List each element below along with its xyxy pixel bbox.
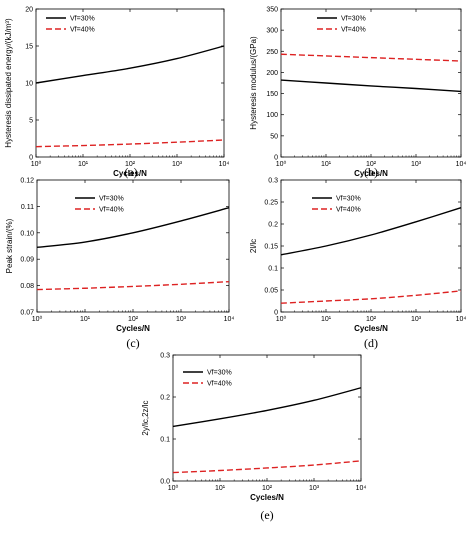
series-line-vf30	[35, 45, 225, 84]
y-tick-label: 100	[266, 112, 278, 119]
y-tick-label: 0.25	[264, 200, 278, 207]
series-line-vf30	[36, 207, 230, 249]
chart-panel-5: 10⁰ 10¹ 10² 10³ 10⁴ 0.0 0.1 0.2 0.3 Cycles/N 2y/lc…	[141, 353, 366, 523]
y-tick-label: 0.08	[20, 283, 34, 290]
panel-label: (d)	[364, 336, 378, 350]
y-axis-label: Hysteresis dissipated energy/(kJ/m³)	[4, 18, 13, 148]
x-tick-label: 10¹	[321, 161, 332, 168]
x-tick-label: 10⁴	[356, 485, 367, 492]
chart-panel-4: 10⁰ 10¹ 10² 10³ 10⁴ 0 0.05 0.1 0.15 0.2 0.25 0.3 Cyc…	[249, 178, 466, 351]
panel-label: (c)	[126, 336, 139, 350]
panel-label: (a)	[124, 165, 137, 179]
x-tick-label: 10⁰	[276, 160, 287, 168]
legend-label: Vf=30%	[70, 16, 95, 23]
x-tick-label: 10³	[309, 485, 320, 492]
y-tick-label: 250	[266, 49, 278, 56]
x-tick-label: 10³	[411, 161, 422, 168]
y-axis-label: Peak strain/(%)	[5, 218, 14, 273]
x-tick-label: 10²	[262, 485, 273, 492]
panels: 10⁰ 10¹ 10² 10³ 10⁴ 0 5 10 15 20 Cycles/N Hysteresi…	[4, 7, 466, 523]
y-tick-label: 200	[266, 70, 278, 77]
y-tick-label: 0.3	[268, 178, 278, 185]
y-tick-label: 50	[270, 133, 278, 140]
series-line-vf30	[280, 207, 462, 256]
y-tick-label: 350	[266, 7, 278, 14]
y-tick-label: 0.0	[160, 479, 170, 486]
series-line-vf40	[280, 290, 462, 304]
y-tick-label: 0	[274, 310, 278, 317]
y-tick-label: 0.1	[160, 437, 170, 444]
legend-label: Vf=40%	[207, 381, 232, 388]
y-tick-label: 0.15	[264, 244, 278, 251]
y-tick-label: 15	[25, 44, 33, 51]
x-axis-label: Cycles/N	[250, 493, 284, 502]
series-line-vf30	[172, 387, 362, 428]
x-tick-label: 10¹	[78, 161, 89, 168]
x-tick-label: 10³	[176, 316, 187, 323]
x-tick-label: 10³	[172, 161, 183, 168]
x-tick-label: 10⁴	[219, 161, 230, 168]
y-axis-label: Hysteresis modulus/(GPa)	[249, 36, 258, 130]
legend-label: Vf=30%	[207, 370, 232, 377]
y-axis-label: 2y/lc,2z/lc	[141, 400, 150, 435]
series-line-vf40	[35, 139, 225, 148]
x-tick-label: 10¹	[321, 316, 332, 323]
x-axis-label: Cycles/N	[113, 169, 147, 178]
x-axis-label: Cycles/N	[354, 324, 388, 333]
legend-label: Vf=40%	[70, 27, 95, 34]
x-axis-label: Cycles/N	[354, 169, 388, 178]
x-tick-label: 10²	[366, 161, 377, 168]
y-tick-label: 10	[25, 81, 33, 88]
y-axis-label: 2l/lc	[249, 239, 258, 253]
y-tick-label: 5	[29, 118, 33, 125]
legend-label: Vf=40%	[336, 207, 361, 214]
y-tick-label: 0	[29, 155, 33, 162]
panel-label: (e)	[260, 508, 273, 522]
x-tick-label: 10²	[128, 316, 139, 323]
series-line-vf40	[36, 280, 230, 291]
y-tick-label: 0.09	[20, 257, 34, 264]
chart-panel-3: 10⁰ 10¹ 10² 10³ 10⁴ 0.07 0.08 0.09 0.10 0.11 0.12 C…	[5, 178, 234, 351]
y-tick-label: 0.3	[160, 353, 170, 360]
x-tick-label: 10⁴	[456, 316, 467, 323]
y-tick-label: 0.11	[21, 204, 34, 211]
x-tick-label: 10²	[125, 161, 136, 168]
y-tick-label: 150	[266, 91, 278, 98]
series-line-vf40	[172, 460, 362, 474]
x-tick-label: 10⁴	[224, 316, 235, 323]
y-tick-label: 0.12	[20, 178, 34, 185]
y-tick-label: 0.2	[268, 222, 278, 229]
series-line-vf40	[280, 53, 462, 62]
legend-label: Vf=40%	[99, 207, 124, 214]
x-tick-label: 10⁰	[31, 160, 42, 168]
y-tick-label: 0.07	[20, 310, 34, 317]
x-tick-label: 10¹	[215, 485, 226, 492]
y-tick-label: 0.10	[20, 230, 34, 237]
y-tick-label: 0.05	[264, 288, 278, 295]
x-tick-label: 10⁴	[456, 161, 467, 168]
x-axis-label: Cycles/N	[116, 324, 150, 333]
chart-panel-2: 10⁰ 10¹ 10² 10³ 10⁴ 0 50 100 150 200 250 300 350 Cycl…	[249, 7, 466, 180]
x-tick-label: 10⁰	[32, 315, 43, 323]
y-tick-label: 0	[274, 155, 278, 162]
x-tick-label: 10⁰	[276, 315, 287, 323]
x-tick-label: 10⁰	[168, 484, 179, 492]
y-tick-label: 20	[25, 7, 33, 14]
panel-label: (b)	[364, 165, 378, 179]
y-tick-label: 0.1	[268, 266, 278, 273]
legend-label: Vf=30%	[341, 16, 366, 23]
x-tick-label: 10²	[366, 316, 377, 323]
x-tick-label: 10³	[411, 316, 422, 323]
y-tick-label: 300	[266, 28, 278, 35]
series-line-vf30	[280, 79, 462, 93]
y-tick-label: 0.2	[160, 395, 170, 402]
x-tick-label: 10¹	[80, 316, 91, 323]
legend-label: Vf=30%	[336, 196, 361, 203]
legend-label: Vf=40%	[341, 27, 366, 34]
chart-panel-1: 10⁰ 10¹ 10² 10³ 10⁴ 0 5 10 15 20 Cycles/N Hysteresi…	[4, 7, 229, 180]
legend-label: Vf=30%	[99, 196, 124, 203]
